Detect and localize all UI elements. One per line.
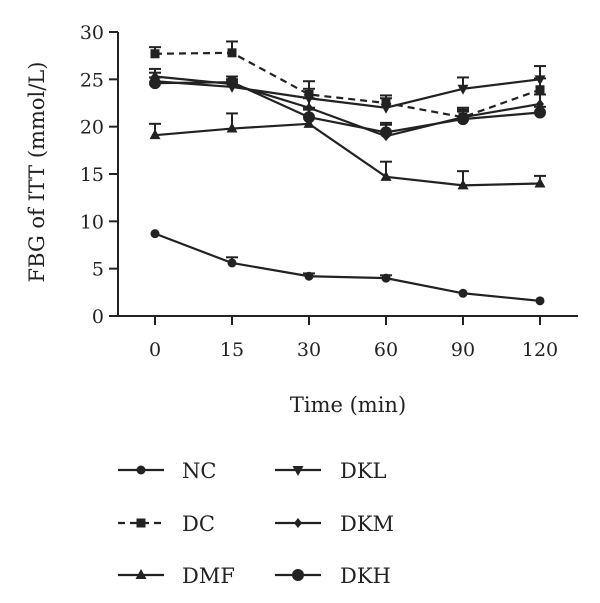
- legend-label: DKM: [340, 512, 394, 536]
- legend-marker: [136, 518, 146, 528]
- x-tick-label: 30: [297, 339, 321, 361]
- legend-marker: [136, 465, 146, 475]
- series-line-dkl: [154, 78, 541, 109]
- legend-marker: [292, 569, 304, 581]
- legend-item-dc: DC: [118, 512, 215, 536]
- data-point: [149, 77, 161, 90]
- data-point: [458, 288, 468, 298]
- data-point: [150, 49, 160, 59]
- legend-marker: [292, 466, 304, 476]
- data-point: [535, 85, 545, 95]
- y-tick-label: 25: [80, 69, 104, 91]
- data-point: [381, 273, 391, 283]
- x-tick-label: 90: [451, 339, 475, 361]
- data-point: [227, 48, 237, 58]
- data-point: [304, 271, 314, 281]
- series-nc: [150, 229, 545, 306]
- y-tick-label: 20: [80, 117, 104, 139]
- legend: NC DC DMF DKL DKM DKH: [118, 459, 394, 588]
- y-tick-label: 0: [92, 306, 104, 328]
- legend-label: DMF: [182, 564, 235, 588]
- x-tick-label: 120: [522, 339, 558, 361]
- legend-label: DC: [182, 512, 215, 536]
- data-point: [150, 229, 160, 239]
- y-tick-label: 30: [80, 22, 104, 44]
- y-tick-label: 10: [80, 211, 104, 233]
- legend-label: DKL: [340, 459, 387, 483]
- x-tick-label: 15: [220, 339, 244, 361]
- data-point: [535, 296, 545, 306]
- x-axis-title: Time (min): [290, 393, 406, 417]
- chart-axes: 0 5 10 15 20 25 30 0 15 30 60 90 120: [80, 22, 578, 361]
- data-point: [457, 113, 469, 126]
- legend-item-dkm: DKM: [275, 512, 394, 536]
- data-point: [380, 126, 392, 139]
- data-point: [380, 103, 392, 114]
- series-layer: [149, 40, 546, 306]
- data-point: [534, 106, 546, 119]
- legend-marker: [135, 569, 147, 579]
- series-dmf: [149, 108, 546, 190]
- series-line-dc: [154, 51, 541, 119]
- y-axis-title: FBG of ITT (mmol/L): [25, 62, 49, 283]
- data-point: [303, 111, 315, 124]
- legend-label: NC: [182, 459, 216, 483]
- data-point: [226, 76, 238, 89]
- legend-marker: [294, 518, 302, 528]
- legend-label: DKH: [340, 564, 391, 588]
- data-point: [227, 258, 237, 268]
- legend-item-dmf: DMF: [118, 564, 235, 588]
- data-point: [226, 122, 238, 133]
- x-tick-label: 0: [149, 339, 161, 361]
- data-point: [534, 177, 546, 188]
- series-line-nc: [154, 232, 541, 302]
- series-dkh: [149, 75, 546, 139]
- data-point: [380, 170, 392, 181]
- data-point: [534, 75, 546, 86]
- data-point: [149, 129, 161, 140]
- legend-item-dkh: DKH: [275, 564, 391, 588]
- series-line-dmf: [154, 122, 541, 187]
- data-point: [457, 84, 469, 95]
- y-tick-label: 15: [80, 164, 104, 186]
- series-dkl: [149, 65, 546, 114]
- legend-item-nc: NC: [118, 459, 216, 483]
- x-tick-label: 60: [374, 339, 398, 361]
- data-point: [457, 179, 469, 190]
- series-line-dkh: [154, 81, 541, 134]
- legend-item-dkl: DKL: [275, 459, 387, 483]
- y-tick-label: 5: [92, 259, 104, 281]
